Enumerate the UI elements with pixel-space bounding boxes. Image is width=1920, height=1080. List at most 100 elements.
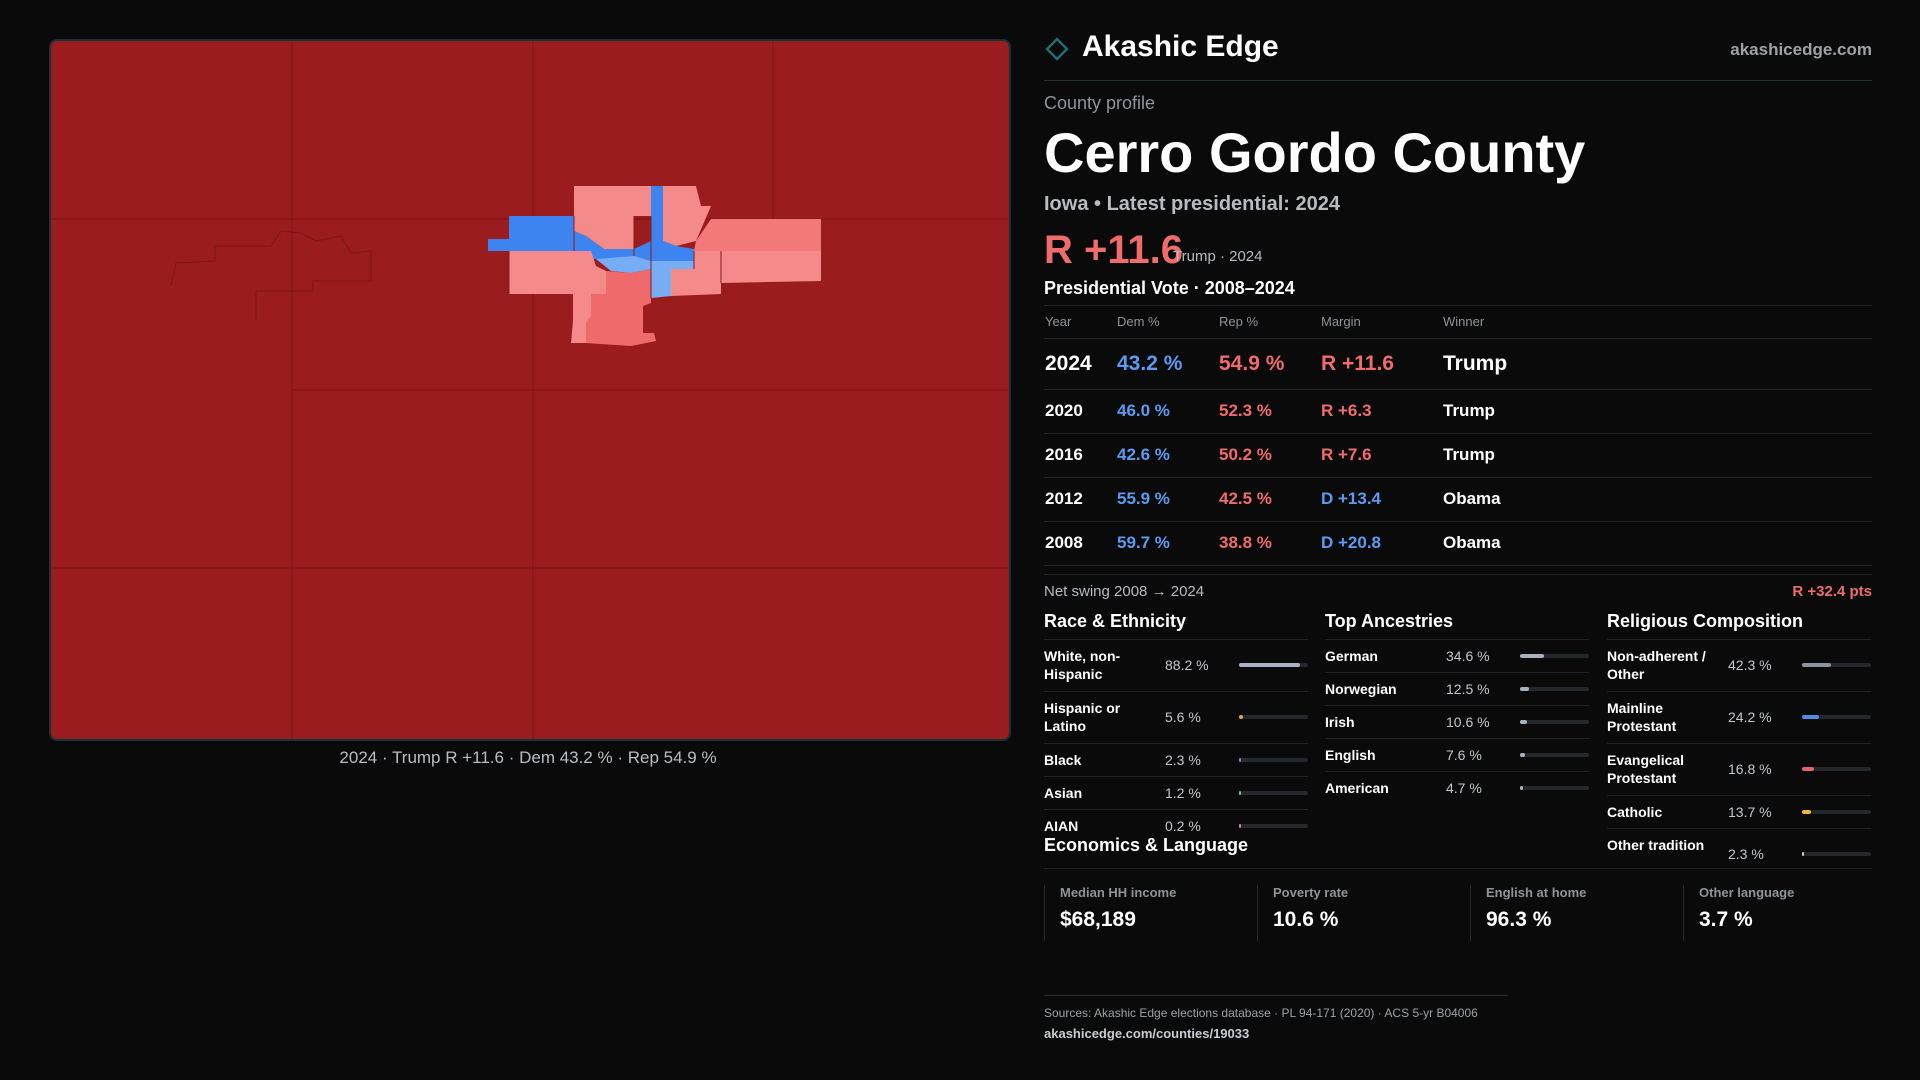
year-cell: 2024 xyxy=(1044,338,1116,390)
religion-bar-track xyxy=(1802,809,1871,814)
race-row: Black 2.3 % xyxy=(1044,742,1308,776)
ancestry-label: American xyxy=(1325,779,1389,796)
year-cell: 2012 xyxy=(1044,477,1116,522)
headline-margin-value: R +11.6 xyxy=(1044,227,1184,272)
county-profile-panel: Akashic Edge akashicedge.com County prof… xyxy=(1044,30,1872,866)
ancestry-pct: 34.6 % xyxy=(1446,647,1490,664)
econ-value: 10.6 % xyxy=(1273,908,1339,931)
race-ethnicity-section: Race & Ethnicity White, non-Hispanic 88.2… xyxy=(1044,611,1308,842)
econ-cell-income: Median HH income $68,189 xyxy=(1044,885,1250,941)
race-pct: 0.2 % xyxy=(1165,817,1201,834)
dem-pct-cell: 55.9 % xyxy=(1116,477,1218,522)
vote-table-row: 2016 42.6 % 50.2 % R +7.6 Trump xyxy=(1044,433,1872,478)
dem-pct-cell: 59.7 % xyxy=(1116,521,1218,566)
econ-label: Poverty rate xyxy=(1273,885,1349,900)
col-header-rep: Rep % xyxy=(1218,304,1320,339)
source-url-link[interactable]: akashicedge.com/counties/19033 xyxy=(1044,1026,1250,1041)
sources-text: Sources: Akashic Edge elections database… xyxy=(1044,1006,1478,1020)
religion-bar-fill xyxy=(1802,767,1814,772)
map-caption: 2024 · Trump R +11.6 · Dem 43.2 % · Rep … xyxy=(339,748,717,767)
race-bar-track xyxy=(1239,715,1308,720)
ancestry-bar-fill xyxy=(1520,785,1524,790)
religion-section-title: Religious Composition xyxy=(1607,610,1803,631)
ancestry-pct: 4.7 % xyxy=(1446,779,1482,796)
religion-bar-track xyxy=(1802,767,1871,772)
ancestry-bar-track xyxy=(1520,653,1589,658)
religion-bar-track xyxy=(1802,852,1871,857)
precinct-rep-light xyxy=(509,251,606,294)
county-map[interactable] xyxy=(49,39,1011,741)
diamond-logo-icon xyxy=(1045,37,1069,61)
religion-label: Non-adherent / Other xyxy=(1607,647,1706,682)
vote-table-row: 2012 55.9 % 42.5 % D +13.4 Obama xyxy=(1044,477,1872,522)
religion-label: Mainline Protestant xyxy=(1607,699,1677,734)
ancestry-row: American 4.7 % xyxy=(1325,770,1589,804)
headline-margin: R +11.6 Trump · 2024 xyxy=(1044,228,1872,272)
precinct-rep-light xyxy=(574,186,651,249)
ancestry-bar-fill xyxy=(1520,752,1526,757)
race-bar-track xyxy=(1239,663,1308,668)
year-cell: 2008 xyxy=(1044,521,1116,566)
net-swing-label: Net swing 2008 → 2024 xyxy=(1044,582,1205,600)
rep-pct-cell: 42.5 % xyxy=(1218,477,1320,522)
brand-name: Akashic Edge xyxy=(1082,30,1279,63)
margin-cell: R +7.6 xyxy=(1320,433,1442,478)
race-bar-fill xyxy=(1239,715,1243,720)
religion-row: Evangelical Protestant 16.8 % xyxy=(1607,742,1871,795)
ancestry-row: Irish 10.6 % xyxy=(1325,704,1589,738)
ancestry-label: Irish xyxy=(1325,713,1355,730)
vote-section-title: Presidential Vote · 2008–2024 xyxy=(1044,277,1295,298)
precinct-map-svg xyxy=(51,41,1009,739)
religion-bar-fill xyxy=(1802,809,1812,814)
precinct-rep xyxy=(586,269,656,346)
ancestry-bar-fill xyxy=(1520,653,1544,658)
race-pct: 88.2 % xyxy=(1165,657,1209,674)
brand-url-link[interactable]: akashicedge.com xyxy=(1730,40,1872,59)
margin-cell: D +20.8 xyxy=(1320,521,1442,566)
religion-bar-fill xyxy=(1802,852,1804,857)
col-header-margin: Margin xyxy=(1320,304,1442,339)
religion-bar-track xyxy=(1802,663,1871,668)
race-label: Hispanic or Latino xyxy=(1044,699,1121,734)
religion-label: Other tradition xyxy=(1607,836,1705,853)
economics-row: Median HH income $68,189 Poverty rate 10… xyxy=(1044,868,1872,969)
winner-cell: Obama xyxy=(1442,477,1872,522)
year-cell: 2016 xyxy=(1044,433,1116,478)
rep-pct-cell: 52.3 % xyxy=(1218,389,1320,434)
winner-cell: Trump xyxy=(1442,389,1872,434)
race-bar-track xyxy=(1239,790,1308,795)
vote-table: Year Dem % Rep % Margin Winner 2024 43.2 … xyxy=(1044,304,1872,566)
demographics-grid: Race & Ethnicity White, non-Hispanic 88.2… xyxy=(1044,611,1872,866)
race-row: AIAN 0.2 % xyxy=(1044,808,1308,842)
col-header-dem: Dem % xyxy=(1116,304,1218,339)
religion-pct: 42.3 % xyxy=(1728,657,1772,674)
ancestry-label: Norwegian xyxy=(1325,680,1397,697)
religion-row: Catholic 13.7 % xyxy=(1607,794,1871,828)
rep-pct-cell: 54.9 % xyxy=(1218,338,1320,390)
race-row: Hispanic or Latino 5.6 % xyxy=(1044,690,1308,743)
ancestry-section-title: Top Ancestries xyxy=(1325,610,1454,631)
ancestry-pct: 10.6 % xyxy=(1446,713,1490,730)
rep-pct-cell: 38.8 % xyxy=(1218,521,1320,566)
margin-cell: R +6.3 xyxy=(1320,389,1442,434)
race-bar-fill xyxy=(1239,823,1241,828)
ancestry-row: English 7.6 % xyxy=(1325,737,1589,771)
race-bar-fill xyxy=(1239,790,1241,795)
rep-pct-cell: 50.2 % xyxy=(1218,433,1320,478)
religion-pct: 2.3 % xyxy=(1728,846,1764,863)
margin-cell: D +13.4 xyxy=(1320,477,1442,522)
page-title: Cerro Gordo County xyxy=(1044,121,1586,184)
econ-value: 96.3 % xyxy=(1486,908,1552,931)
ancestry-label: German xyxy=(1325,647,1378,664)
ancestry-row: German 34.6 % xyxy=(1325,638,1589,672)
religion-pct: 24.2 % xyxy=(1728,709,1772,726)
ancestry-row: Norwegian 12.5 % xyxy=(1325,671,1589,705)
net-swing-row: Net swing 2008 → 2024 R +32.4 pts xyxy=(1044,573,1872,603)
dem-pct-cell: 43.2 % xyxy=(1116,338,1218,390)
race-label: Black xyxy=(1044,751,1082,768)
race-bar-fill xyxy=(1239,757,1241,762)
economics-section-title: Economics & Language xyxy=(1044,835,1249,855)
race-label: White, non-Hispanic xyxy=(1044,647,1121,682)
precinct-boundaries xyxy=(508,216,722,298)
net-swing-value: R +32.4 pts xyxy=(1792,582,1872,600)
